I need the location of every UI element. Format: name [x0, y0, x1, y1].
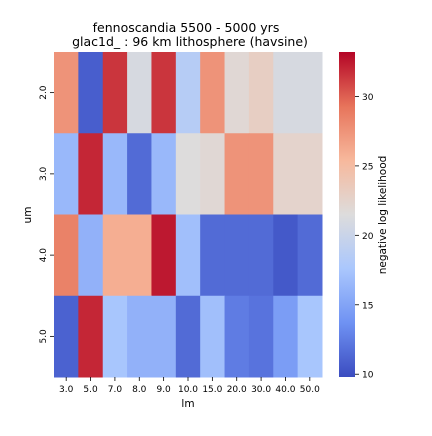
- heatmap-cell: [200, 52, 226, 134]
- colorbar-tick-label: 15: [362, 301, 373, 311]
- chart-title: fennoscandia 5500 - 5000 yrs: [93, 20, 280, 35]
- heatmap-cell: [78, 295, 104, 378]
- heatmap-cell: [273, 295, 299, 378]
- colorbar-tick-label: 25: [362, 162, 373, 172]
- heatmap-cell: [175, 133, 201, 215]
- colorbar-tick-label: 20: [362, 232, 374, 242]
- heatmap-cell: [273, 52, 299, 134]
- heatmap-cell: [200, 295, 226, 378]
- heatmap-cell: [224, 133, 250, 215]
- heatmap-cell: [175, 214, 201, 297]
- heatmap-cell: [200, 133, 226, 215]
- heatmap-cell: [248, 295, 274, 378]
- x-axis-ticks: 3.0 5.0 7.0 8.0 9.0 10.0 15.0 20.0 30.0 40.0 50.0: [59, 377, 320, 395]
- y-axis-ticks: 2.0 3.0 4.0 5.0: [39, 85, 54, 344]
- heatmap-cell: [127, 133, 152, 215]
- y-tick-label: 2.0: [39, 85, 49, 100]
- heatmap-cell: [102, 133, 128, 215]
- heatmap-cell: [78, 214, 104, 297]
- x-tick-label: 3.0: [59, 385, 74, 395]
- heatmap-cell: [102, 214, 128, 297]
- heatmap-cell: [200, 214, 226, 297]
- y-axis-label: um: [22, 207, 34, 224]
- heatmap-cell: [102, 295, 128, 378]
- heatmap-cell: [127, 214, 152, 297]
- heatmap-cell: [175, 295, 201, 378]
- heatmap-cell: [248, 214, 274, 297]
- heatmap-cell: [54, 295, 79, 378]
- x-tick-label: 10.0: [178, 385, 198, 395]
- x-tick-label: 15.0: [202, 385, 222, 395]
- heatmap-cell: [297, 52, 323, 134]
- heatmap-cells: [54, 52, 323, 378]
- heatmap-cell: [151, 52, 177, 134]
- heatmap-cell: [102, 52, 128, 134]
- x-tick-label: 40.0: [275, 385, 295, 395]
- heatmap-cell: [127, 52, 152, 134]
- heatmap-cell: [151, 133, 177, 215]
- heatmap-cell: [224, 214, 250, 297]
- heatmap-cell: [54, 214, 79, 297]
- heatmap-cell: [151, 214, 177, 297]
- x-tick-label: 20.0: [227, 385, 247, 395]
- heatmap-cell: [54, 133, 79, 215]
- y-tick-label: 3.0: [39, 166, 49, 181]
- heatmap-cell: [297, 214, 323, 297]
- colorbar-label: negative log likelihood: [377, 156, 389, 275]
- heatmap-cell: [151, 295, 177, 378]
- heatmap-cell: [273, 133, 299, 215]
- colorbar: [339, 52, 355, 377]
- colorbar-ticks: 10 15 20 25 30: [355, 93, 374, 381]
- x-tick-label: 30.0: [251, 385, 271, 395]
- y-tick-label: 5.0: [39, 329, 49, 344]
- colorbar-tick-label: 10: [362, 371, 374, 381]
- heatmap-cell: [273, 214, 299, 297]
- heatmap-cell: [248, 133, 274, 215]
- x-tick-label: 9.0: [156, 385, 171, 395]
- heatmap-cell: [297, 133, 323, 215]
- heatmap-cell: [297, 295, 323, 378]
- heatmap-cell: [248, 52, 274, 134]
- heatmap-cell: [54, 52, 79, 134]
- heatmap-cell: [78, 133, 104, 215]
- heatmap-cell: [78, 52, 104, 134]
- heatmap-cell: [127, 295, 152, 378]
- heatmap-cell: [224, 295, 250, 378]
- colorbar-tick-label: 30: [362, 93, 374, 103]
- x-tick-label: 8.0: [132, 385, 147, 395]
- heatmap-cell: [175, 52, 201, 134]
- x-axis-label: lm: [181, 398, 194, 410]
- x-tick-label: 7.0: [108, 385, 123, 395]
- x-tick-label: 5.0: [83, 385, 98, 395]
- y-tick-label: 4.0: [39, 248, 49, 263]
- x-tick-label: 50.0: [300, 385, 320, 395]
- heatmap-cell: [224, 52, 250, 134]
- chart-subtitle: glac1d_ : 96 km lithosphere (havsine): [72, 34, 308, 49]
